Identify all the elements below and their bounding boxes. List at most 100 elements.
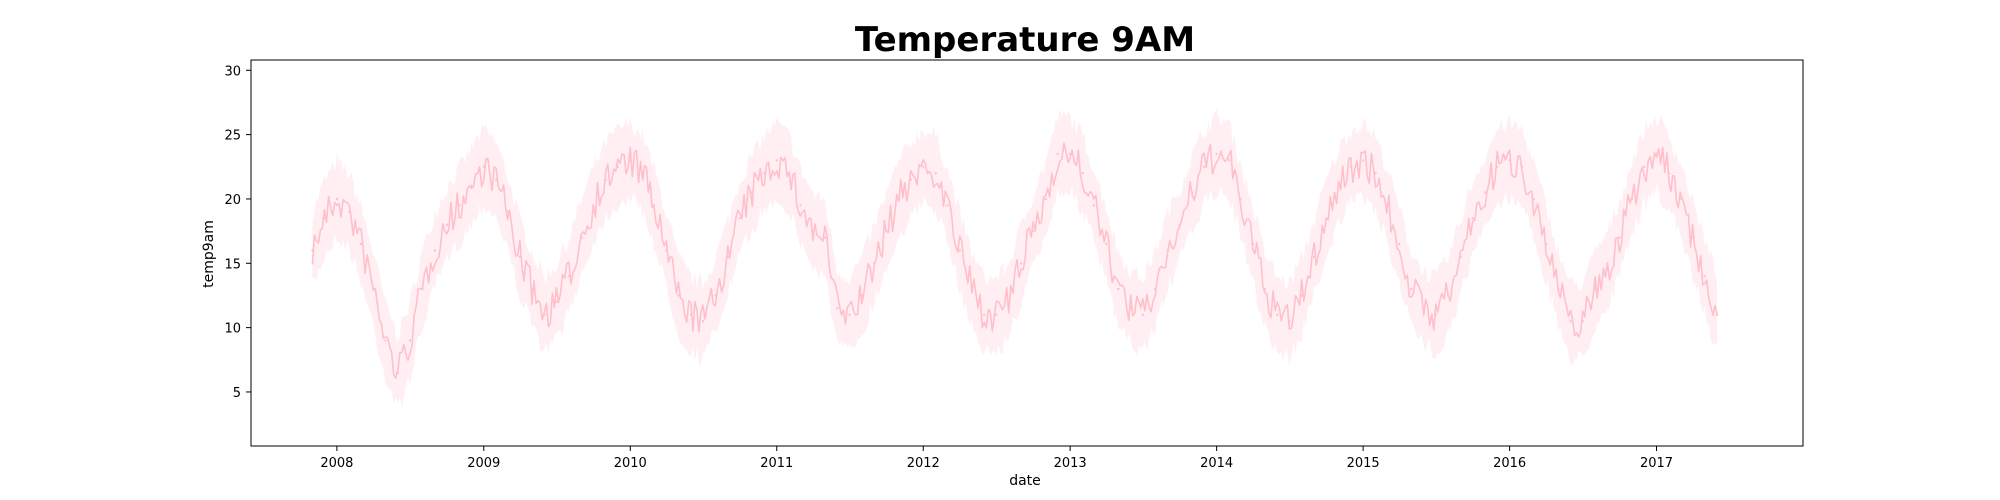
chart-title: Temperature 9AM bbox=[855, 20, 1195, 60]
data-point bbox=[348, 210, 351, 213]
data-point bbox=[482, 165, 485, 168]
data-point bbox=[1508, 159, 1511, 162]
data-point bbox=[934, 172, 937, 175]
x-axis-ticks: 2008 2009 2010 2011 2012 2013 2014 2015 2016 2017 bbox=[320, 446, 1673, 471]
data-point bbox=[1422, 307, 1425, 310]
data-point bbox=[629, 159, 632, 162]
y-tick-label: 10 bbox=[224, 322, 241, 337]
x-tick-label: 2012 bbox=[907, 456, 940, 471]
data-point bbox=[1447, 294, 1450, 297]
data-point bbox=[433, 249, 436, 252]
data-point bbox=[1105, 242, 1108, 246]
data-point bbox=[1642, 165, 1646, 168]
data-point bbox=[701, 320, 705, 323]
data-point bbox=[665, 249, 668, 252]
data-point bbox=[592, 204, 595, 207]
data-point bbox=[1154, 287, 1157, 291]
data-point bbox=[1385, 204, 1389, 207]
data-point bbox=[1056, 152, 1059, 156]
data-point bbox=[1300, 294, 1303, 297]
data-point bbox=[1410, 287, 1413, 291]
data-point bbox=[1068, 152, 1072, 156]
data-point bbox=[1630, 197, 1634, 201]
data-point bbox=[970, 287, 973, 291]
data-point bbox=[323, 217, 326, 220]
data-point bbox=[860, 294, 863, 297]
data-point bbox=[458, 204, 461, 207]
data-point bbox=[1191, 191, 1194, 194]
data-point bbox=[738, 217, 741, 220]
data-point bbox=[555, 300, 558, 304]
data-point bbox=[689, 313, 693, 316]
data-point bbox=[775, 159, 778, 162]
data-point bbox=[1251, 242, 1255, 246]
y-tick-label: 30 bbox=[224, 64, 241, 79]
y-axis-ticks: 5 10 15 20 25 30 bbox=[224, 64, 251, 401]
data-point bbox=[1520, 165, 1524, 168]
data-point bbox=[788, 172, 791, 175]
data-point bbox=[726, 255, 729, 259]
series-line-temp9am bbox=[311, 142, 1718, 379]
data-point bbox=[958, 249, 961, 252]
x-tick-label: 2009 bbox=[467, 456, 500, 471]
data-point bbox=[1434, 313, 1438, 316]
data-point bbox=[1606, 268, 1609, 271]
data-point bbox=[1398, 242, 1401, 246]
data-point bbox=[1178, 223, 1181, 226]
data-point bbox=[1032, 229, 1035, 233]
data-point bbox=[714, 294, 717, 297]
data-point bbox=[836, 307, 839, 310]
data-point bbox=[1020, 262, 1023, 265]
data-point bbox=[1288, 320, 1291, 323]
data-point bbox=[751, 191, 754, 194]
data-point bbox=[823, 236, 827, 239]
y-axis-label: temp9am bbox=[201, 220, 217, 288]
x-tick-label: 2010 bbox=[614, 456, 647, 471]
data-point bbox=[1227, 159, 1231, 162]
data-point bbox=[1483, 191, 1487, 194]
data-point bbox=[1276, 313, 1279, 316]
data-point bbox=[1703, 275, 1706, 278]
data-point bbox=[1655, 152, 1658, 156]
data-point bbox=[1166, 249, 1169, 252]
data-point bbox=[641, 172, 644, 175]
data-point bbox=[495, 178, 498, 181]
data-point bbox=[909, 178, 912, 181]
data-point bbox=[1715, 313, 1719, 316]
data-point bbox=[1081, 172, 1084, 175]
data-point bbox=[995, 313, 998, 316]
data-point bbox=[1337, 184, 1340, 188]
data-point bbox=[1532, 197, 1535, 201]
x-axis-label: date bbox=[1009, 473, 1041, 489]
data-point bbox=[1263, 287, 1267, 291]
x-tick-label: 2016 bbox=[1493, 456, 1526, 471]
data-point bbox=[946, 204, 949, 207]
data-point bbox=[604, 178, 607, 181]
data-point bbox=[470, 184, 473, 188]
x-tick-label: 2011 bbox=[760, 456, 793, 471]
data-point bbox=[1215, 152, 1218, 156]
data-point bbox=[1471, 217, 1474, 220]
data-point bbox=[1129, 307, 1132, 310]
y-tick-label: 25 bbox=[224, 129, 241, 144]
data-point bbox=[652, 204, 656, 207]
x-tick-label: 2014 bbox=[1200, 456, 1233, 471]
data-point bbox=[1239, 197, 1242, 201]
data-point bbox=[396, 371, 400, 374]
data-point bbox=[799, 204, 802, 207]
data-point bbox=[922, 165, 925, 168]
data-point bbox=[445, 223, 449, 226]
data-point bbox=[1117, 287, 1120, 291]
data-point bbox=[1459, 255, 1462, 259]
data-point bbox=[763, 172, 766, 175]
data-point bbox=[848, 313, 851, 316]
data-point bbox=[1581, 320, 1584, 323]
data-point bbox=[1691, 236, 1694, 239]
x-tick-label: 2013 bbox=[1054, 456, 1087, 471]
data-point bbox=[530, 287, 534, 291]
x-tick-label: 2015 bbox=[1347, 456, 1380, 471]
data-point bbox=[1374, 172, 1377, 175]
data-point bbox=[1349, 165, 1352, 168]
data-point bbox=[1679, 197, 1682, 201]
